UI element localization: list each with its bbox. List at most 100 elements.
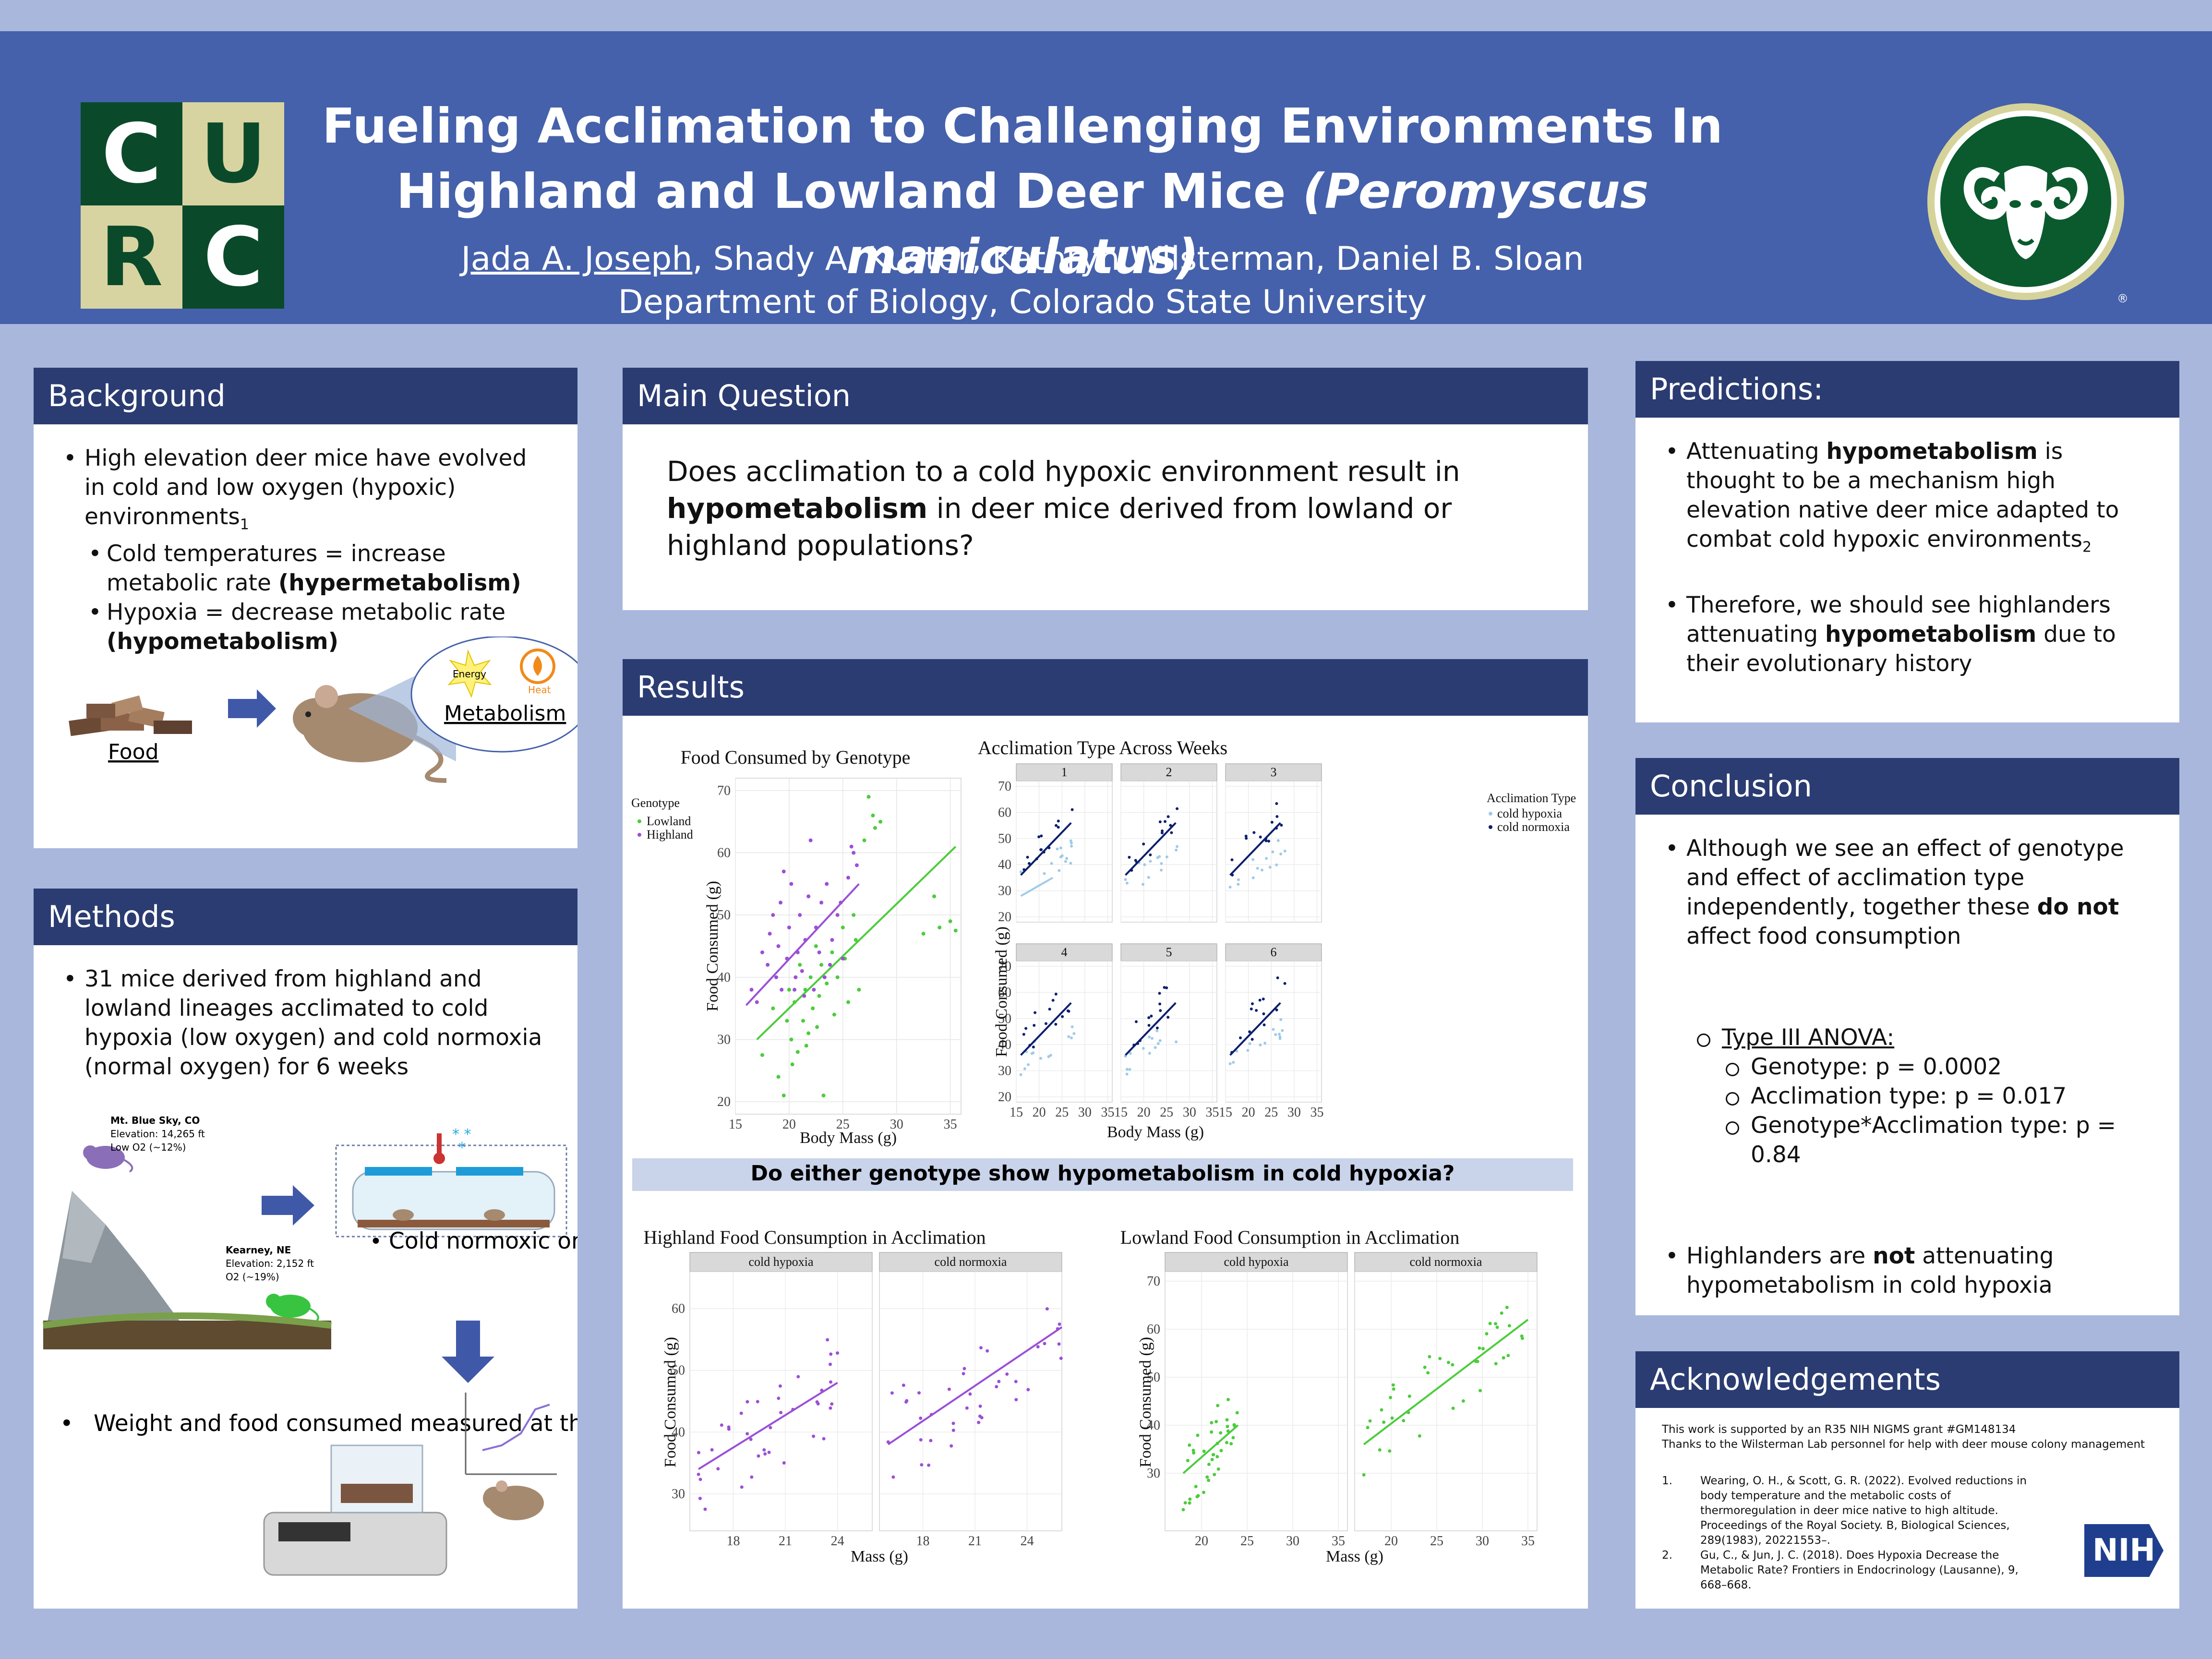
facet-strip: [1225, 763, 1322, 781]
data-point: [1023, 1067, 1026, 1070]
data-point: [1125, 1068, 1129, 1071]
data-point: [1520, 1334, 1524, 1338]
data-point: [1160, 831, 1164, 835]
predictions-heading: Predictions:: [1635, 361, 2179, 418]
y-tick-label: 70: [1147, 1274, 1160, 1289]
data-point: [1478, 1346, 1481, 1350]
data-point: [871, 813, 875, 817]
data-point: [1030, 1052, 1034, 1055]
legend-key: [1489, 825, 1492, 829]
trend-line: [1229, 1002, 1281, 1056]
data-point: [771, 913, 775, 917]
conclusion-heading: Conclusion: [1635, 758, 2179, 815]
data-point: [1226, 1429, 1230, 1433]
data-point: [1268, 866, 1272, 869]
data-point: [1262, 1012, 1265, 1016]
data-point: [1438, 1357, 1442, 1360]
data-point: [1039, 848, 1043, 852]
x-tick-label: 21: [779, 1534, 792, 1549]
data-point: [947, 1387, 951, 1391]
data-point: [1205, 1475, 1209, 1479]
mouse-icon: [483, 1480, 544, 1520]
methods-diagram: Mt. Blue Sky, CO Elevation: 14,265 ft Lo…: [43, 1115, 577, 1576]
data-point: [1275, 863, 1278, 866]
svg-text:* *: * *: [452, 1126, 471, 1143]
trend-line: [1020, 877, 1054, 897]
data-point: [1194, 1485, 1198, 1489]
data-point: [1215, 1455, 1219, 1459]
data-point: [1271, 850, 1274, 854]
data-point: [1278, 1037, 1282, 1040]
data-point: [825, 981, 829, 986]
data-point: [852, 851, 856, 855]
data-point: [1277, 1033, 1281, 1036]
data-point: [1056, 847, 1059, 851]
data-point: [1275, 815, 1279, 818]
data-point: [1158, 855, 1161, 858]
data-point: [1026, 1388, 1030, 1392]
data-point: [1032, 1046, 1035, 1049]
data-point: [760, 1053, 764, 1057]
data-point: [782, 1461, 786, 1465]
data-point: [798, 962, 802, 967]
nih-logo: NIH: [2084, 1524, 2164, 1577]
data-point: [1391, 1383, 1395, 1387]
data-point: [790, 1062, 794, 1067]
trend-line: [1125, 1002, 1177, 1056]
data-point: [1014, 1398, 1018, 1402]
data-point: [1248, 1030, 1251, 1034]
data-point: [779, 901, 782, 905]
y-tick-label: 50: [998, 831, 1011, 846]
facet-strip: [1120, 943, 1217, 962]
data-point: [1049, 1054, 1052, 1057]
first-author: Jada A. Joseph: [461, 240, 693, 278]
plot-panel: [879, 1271, 1062, 1531]
data-point: [812, 1434, 816, 1438]
data-point: [1235, 1049, 1238, 1053]
data-point: [1051, 998, 1055, 1002]
x-tick-label: 15: [1219, 1105, 1232, 1120]
registered-mark: ®: [2117, 292, 2128, 305]
data-point: [1019, 1073, 1022, 1076]
data-point: [938, 926, 942, 930]
data-point: [1175, 848, 1178, 852]
poster-header: C U R C Fueling Acclimation to Challengi…: [0, 31, 2212, 324]
data-point: [1214, 1419, 1218, 1423]
data-point: [1259, 835, 1262, 839]
legend-label: Lowland: [647, 814, 691, 828]
data-point: [1134, 1020, 1138, 1023]
y-tick-label: 70: [998, 959, 1011, 974]
data-point: [1040, 834, 1043, 838]
data-point: [1125, 1072, 1129, 1076]
data-point: [1155, 1026, 1159, 1030]
data-point: [1235, 1411, 1239, 1415]
data-point: [1232, 1060, 1235, 1064]
trend-line: [1125, 822, 1177, 876]
data-point: [978, 1404, 982, 1408]
data-point: [829, 1352, 833, 1356]
data-point: [1250, 1002, 1254, 1005]
data-point: [762, 1448, 766, 1452]
data-point: [1128, 855, 1131, 859]
ram-head-icon: ®: [1927, 103, 2128, 305]
line-graph-icon: [465, 1393, 557, 1475]
data-point: [1494, 1362, 1498, 1366]
data-point: [829, 1406, 832, 1410]
data-point: [720, 1423, 723, 1427]
data-point: [950, 1444, 953, 1448]
y-tick-label: 70: [998, 779, 1011, 794]
data-point: [830, 950, 834, 954]
data-point: [811, 1006, 815, 1010]
data-point: [697, 1451, 700, 1455]
data-point: [849, 844, 854, 849]
data-point: [776, 944, 781, 948]
data-point: [920, 1463, 924, 1467]
data-point: [1281, 1029, 1284, 1032]
data-point: [846, 1000, 850, 1004]
data-point: [1069, 839, 1072, 842]
background-panel: Background High elevation deer mice have…: [34, 368, 577, 848]
data-point: [1231, 1436, 1235, 1440]
results-heading: Results: [623, 659, 1588, 716]
data-point: [825, 882, 829, 886]
data-point: [1216, 1467, 1220, 1471]
